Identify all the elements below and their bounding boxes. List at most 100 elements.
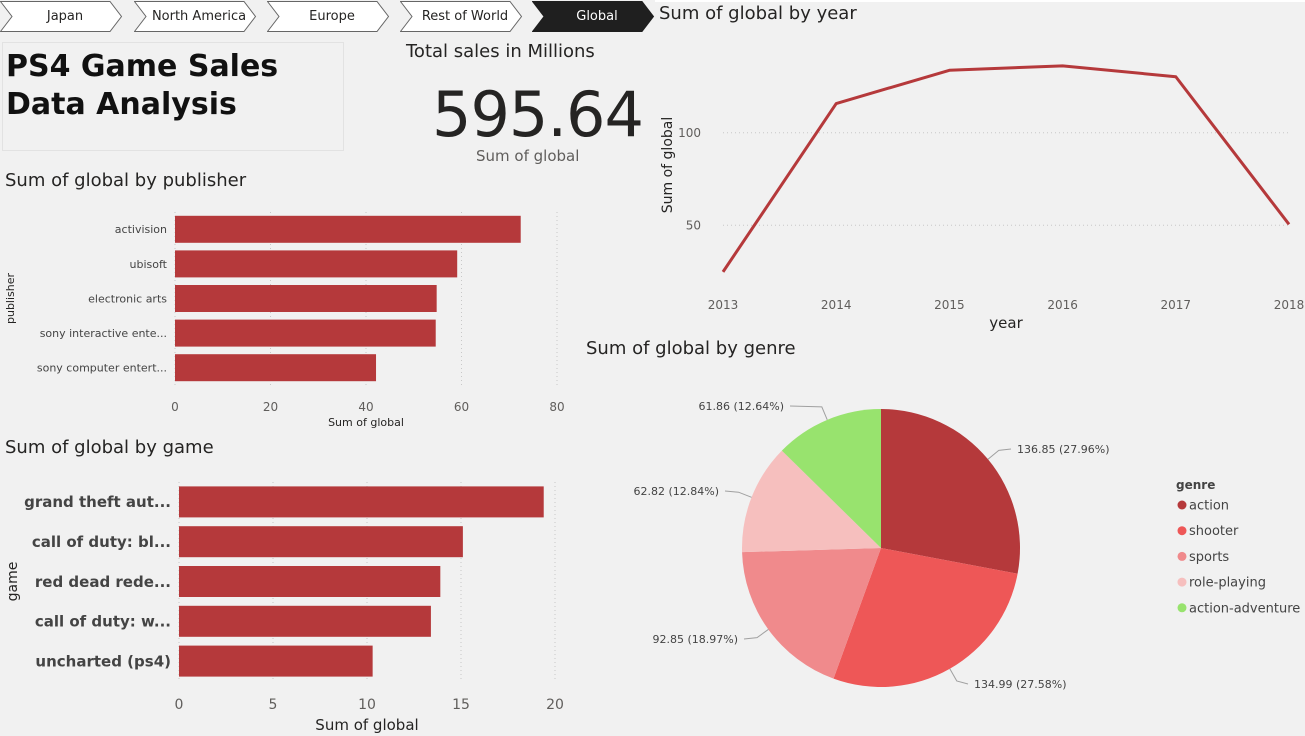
bar — [175, 354, 377, 382]
tab-label: Global — [576, 9, 618, 24]
bar — [175, 285, 437, 312]
tab-label: Europe — [309, 9, 355, 24]
bar — [175, 319, 436, 347]
bar — [179, 526, 463, 558]
leader-line — [789, 405, 828, 421]
category-label: sony interactive ente... — [40, 327, 167, 340]
category-label: activision — [115, 223, 167, 236]
region-tab-strip: Japan North America Europe Rest of World… — [0, 1, 660, 33]
leader-line — [743, 629, 769, 640]
data-label: 134.99 (27.58%) — [974, 678, 1067, 691]
legend-marker — [1177, 551, 1187, 561]
tab-shape — [532, 1, 655, 32]
pie-slice — [881, 409, 1020, 574]
publisher-chart-title: Sum of global by publisher — [5, 170, 247, 191]
x-tick-label: 2016 — [1047, 298, 1078, 312]
series-line — [721, 64, 1291, 273]
y-axis-title: game — [5, 562, 21, 602]
y-axis-title: publisher — [4, 273, 17, 325]
x-tick-label: 60 — [454, 400, 469, 414]
leader-line — [987, 448, 1012, 460]
kpi-value: 595.64 — [432, 78, 644, 151]
tab-europe[interactable]: Europe — [267, 1, 390, 32]
tab-label: Rest of World — [421, 9, 509, 24]
x-tick-label: 80 — [549, 400, 564, 414]
x-tick-label: 0 — [175, 697, 184, 713]
publisher-bar-chart[interactable]: 0 20 40 60 80 activision ubisoft electronic art… — [0, 196, 600, 436]
kpi-title: Total sales in Millions — [406, 41, 595, 62]
legend-item: action — [1189, 499, 1229, 514]
game-bar-chart[interactable]: 0 5 10 15 20 grand theft aut... call of duty: … — [0, 470, 600, 736]
tab-japan[interactable]: Japan — [0, 1, 123, 32]
category-label: red dead rede... — [35, 573, 171, 591]
pie-slice — [833, 548, 1018, 687]
x-tick-label: 10 — [358, 697, 376, 713]
tab-shape — [0, 1, 123, 32]
legend-title: genre — [1176, 478, 1215, 492]
x-axis-title: Sum of global — [328, 416, 404, 429]
y-tick-label: 100 — [678, 126, 701, 140]
x-axis-title: year — [989, 314, 1023, 332]
x-tick-label: 2013 — [708, 298, 739, 312]
genre-pie-chart[interactable]: 136.85 (27.96%) 134.99 (27.58%) 92.85 (18.… — [580, 365, 1305, 735]
x-tick-label: 2017 — [1161, 298, 1192, 312]
x-tick-label: 20 — [546, 697, 564, 713]
category-label: sony computer entert... — [37, 362, 167, 375]
genre-chart-title: Sum of global by genre — [586, 338, 796, 359]
data-label: 92.85 (18.97%) — [652, 633, 738, 646]
bar — [175, 215, 521, 243]
data-label: 62.82 (12.84%) — [633, 485, 719, 498]
legend-item: action-adventure — [1189, 601, 1300, 616]
x-tick-label: 5 — [269, 697, 278, 713]
year-chart-title: Sum of global by year — [659, 3, 857, 24]
legend-marker — [1177, 526, 1187, 536]
leader-line — [724, 490, 752, 498]
y-axis-title: Sum of global — [660, 117, 676, 214]
tab-label: North America — [151, 9, 247, 24]
tab-rest-of-world[interactable]: Rest of World — [400, 1, 523, 32]
data-label: 136.85 (27.96%) — [1017, 443, 1110, 456]
tab-north-america[interactable]: North America — [134, 1, 257, 32]
legend-item: sports — [1189, 550, 1229, 565]
bar — [179, 605, 431, 637]
bar — [175, 250, 458, 278]
x-tick-label: 2014 — [821, 298, 852, 312]
x-tick-label: 40 — [358, 400, 373, 414]
bar — [179, 645, 373, 677]
year-line-chart[interactable]: 50 100 2013 2014 2015 2016 2017 2018 year Sum of … — [655, 28, 1305, 338]
tab-global[interactable]: Global — [532, 1, 655, 32]
top-border — [655, 0, 1305, 2]
x-tick-label: 0 — [171, 400, 179, 414]
x-tick-label: 20 — [263, 400, 278, 414]
tab-shape — [267, 1, 390, 32]
leader-line — [949, 668, 969, 685]
tab-label: Japan — [46, 9, 84, 24]
y-tick-label: 50 — [686, 218, 701, 232]
game-chart-title: Sum of global by game — [5, 437, 214, 458]
pie-slice — [781, 409, 881, 548]
bar — [179, 566, 441, 597]
category-label: ubisoft — [130, 258, 168, 271]
legend-marker — [1177, 577, 1187, 587]
legend-marker — [1177, 603, 1187, 613]
legend-marker — [1177, 500, 1187, 510]
report-title: PS4 Game Sales Data Analysis — [6, 49, 279, 122]
tab-shape — [134, 1, 257, 32]
bar — [179, 486, 544, 518]
category-label: uncharted (ps4) — [35, 652, 171, 670]
category-label: call of duty: bl... — [32, 533, 171, 551]
legend-item: role-playing — [1189, 576, 1266, 591]
category-label: call of duty: w... — [35, 613, 171, 631]
data-label: 61.86 (12.64%) — [698, 400, 784, 413]
x-tick-label: 2015 — [934, 298, 965, 312]
tab-shape — [400, 1, 523, 32]
x-axis-title: Sum of global — [315, 716, 418, 734]
x-tick-label: 2018 — [1274, 298, 1305, 312]
report-title-card: PS4 Game Sales Data Analysis — [2, 42, 344, 151]
legend-item: shooter — [1189, 524, 1239, 539]
kpi-label: Sum of global — [476, 147, 580, 165]
pie-slice — [742, 450, 881, 553]
category-label: electronic arts — [88, 292, 167, 305]
pie-slice — [742, 548, 881, 679]
x-tick-label: 15 — [452, 697, 470, 713]
